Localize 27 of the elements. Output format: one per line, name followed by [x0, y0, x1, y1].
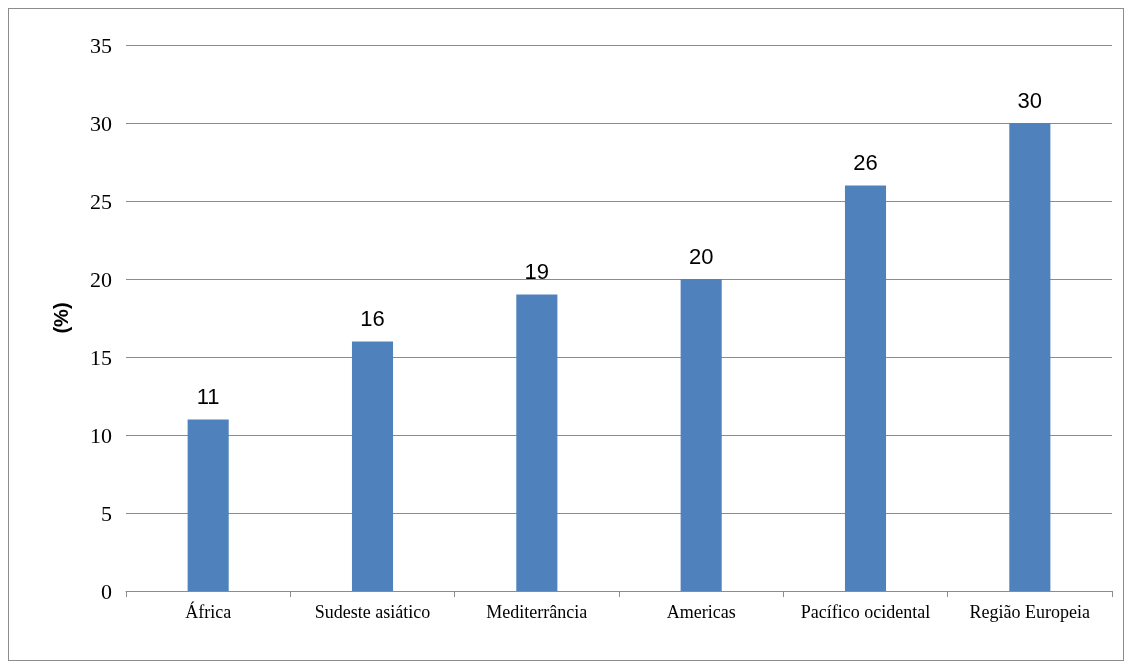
bar [187, 419, 229, 591]
bar [516, 294, 558, 591]
x-tick-label: Pacífico ocidental [800, 602, 931, 622]
y-tick-label: 5 [101, 500, 112, 526]
bar [351, 341, 394, 591]
y-tick-label: 0 [101, 578, 112, 604]
data-label: 11 [196, 383, 220, 409]
bar [1009, 123, 1051, 591]
y-tick-label: 30 [90, 110, 112, 136]
x-tick-label: Mediterrância [486, 602, 588, 622]
data-label: 20 [688, 243, 714, 269]
y-tick-label: 10 [90, 422, 112, 448]
x-tick-label: África [185, 601, 232, 622]
bar [680, 279, 722, 591]
bar [844, 185, 887, 591]
data-label: 30 [1017, 87, 1043, 113]
data-label: 26 [853, 149, 878, 175]
x-tick-label: Região Europeia [969, 602, 1091, 622]
y-axis-title: (%) [50, 302, 72, 334]
y-tick-label: 25 [90, 188, 112, 214]
y-tick-label: 15 [90, 344, 112, 370]
data-label: 19 [524, 259, 550, 285]
x-tick-label: Sudeste asiático [314, 602, 431, 622]
y-tick-label: 20 [90, 266, 112, 292]
data-label: 16 [360, 305, 385, 331]
x-tick-label: Americas [666, 602, 736, 622]
y-tick-label: 35 [90, 32, 112, 58]
